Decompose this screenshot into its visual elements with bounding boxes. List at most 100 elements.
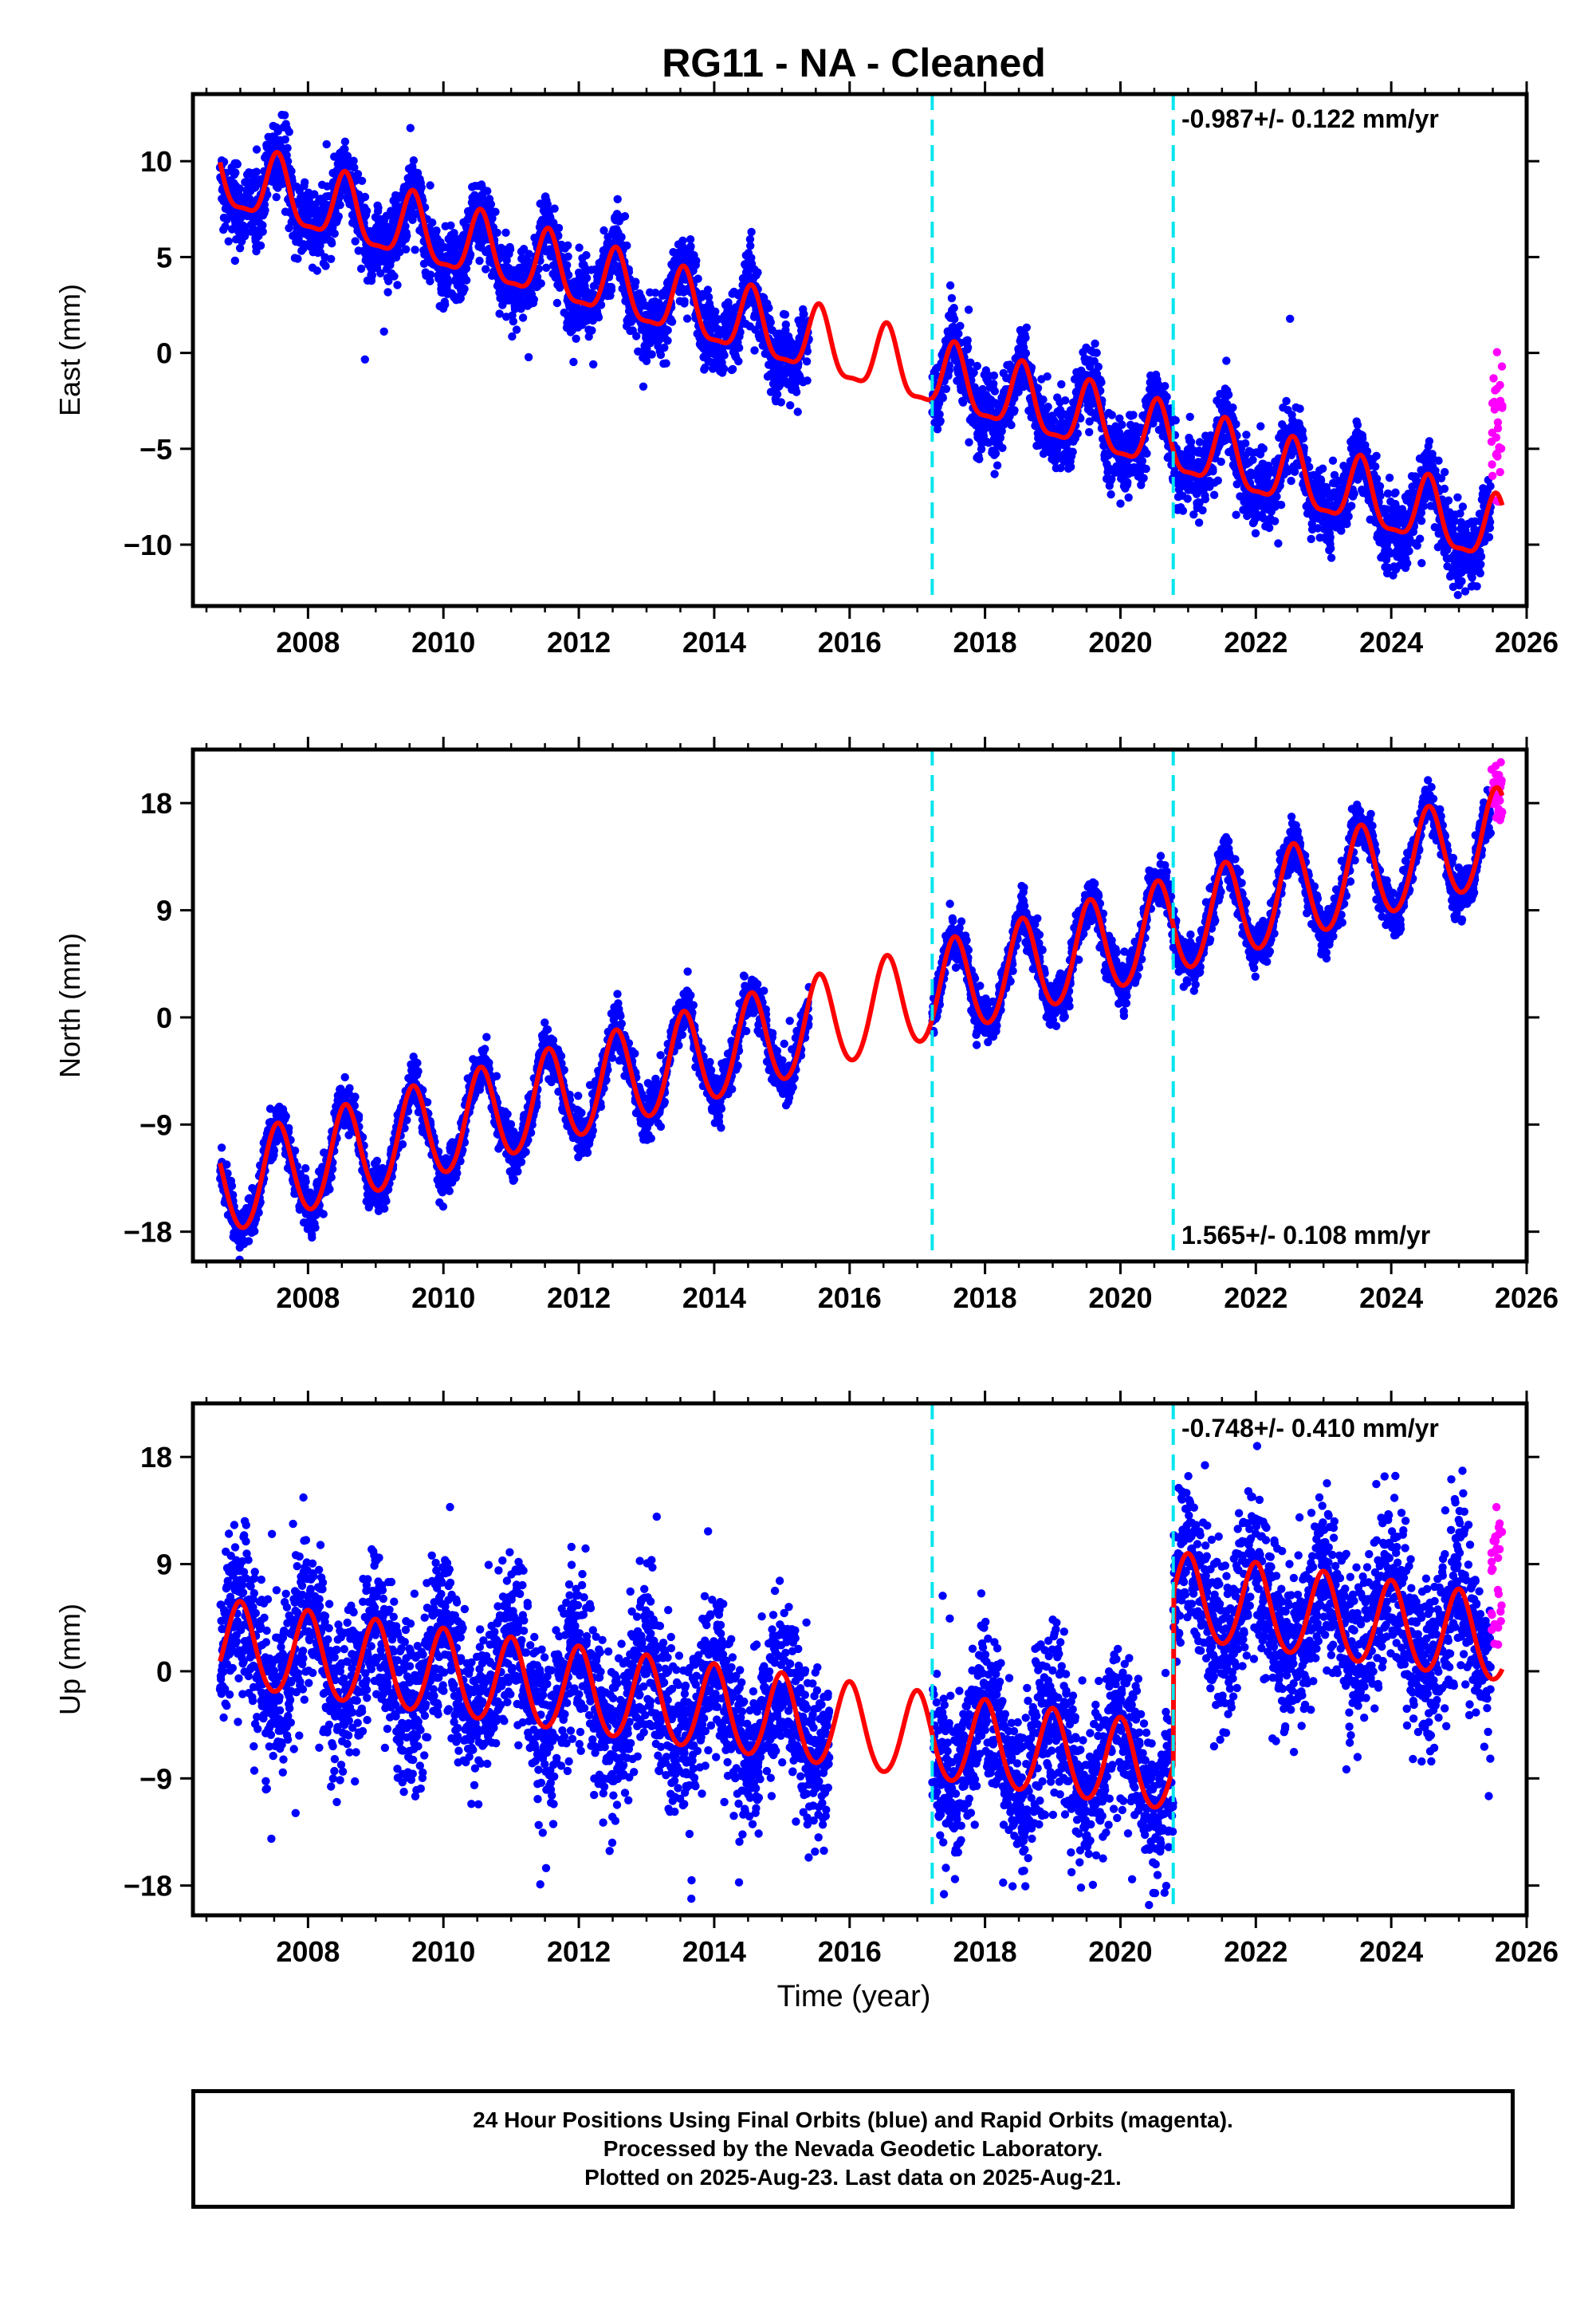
final-orbit-point	[426, 270, 435, 279]
final-orbit-point	[1330, 470, 1339, 479]
final-orbit-point	[803, 376, 812, 385]
final-orbit-point	[280, 111, 289, 120]
final-orbit-point	[1021, 348, 1031, 358]
final-orbit-point	[428, 218, 437, 227]
final-orbit-point	[1107, 411, 1117, 419]
final-orbit-point	[933, 425, 942, 434]
final-orbit-point	[1085, 417, 1094, 426]
final-orbit-point	[750, 346, 759, 355]
final-orbit-point	[336, 192, 345, 201]
final-orbit-point	[406, 124, 415, 132]
final-orbit-point	[1350, 489, 1358, 498]
final-orbit-point	[1195, 498, 1204, 508]
final-orbit-point	[1259, 444, 1268, 453]
final-orbit-point	[1057, 380, 1066, 389]
final-orbit-point	[1085, 427, 1094, 437]
east-panel: 2008 2010 2012 2014 2016 2018 2020 2022 2024 2026…	[53, 81, 1559, 659]
final-orbit-point	[299, 240, 308, 249]
final-orbit-point	[781, 320, 790, 329]
final-orbit-point	[403, 231, 411, 240]
final-orbit-point	[446, 221, 455, 230]
final-orbit-point	[316, 241, 324, 250]
final-orbit-point	[564, 252, 572, 261]
final-orbit-point	[368, 270, 377, 280]
final-orbit-point	[272, 193, 281, 202]
final-orbit-point	[353, 170, 363, 179]
final-orbit-point	[613, 195, 622, 203]
final-orbit-point	[667, 317, 677, 326]
final-orbit-point	[662, 359, 670, 368]
final-orbit-point	[483, 187, 492, 195]
final-orbit-point	[589, 360, 598, 369]
final-orbit-point	[1201, 494, 1210, 504]
final-orbit-point	[947, 293, 957, 303]
final-orbit-point	[663, 326, 672, 335]
final-orbit-point	[549, 218, 558, 227]
final-orbit-point	[256, 241, 265, 250]
final-orbit-point	[1271, 517, 1280, 525]
final-orbit-point	[491, 207, 500, 216]
final-orbit-point	[660, 343, 669, 352]
final-orbit-point	[720, 364, 729, 373]
final-orbit-point	[954, 329, 963, 338]
final-orbit-point	[642, 356, 651, 365]
final-orbit-point	[1124, 493, 1133, 502]
final-orbit-point	[258, 221, 267, 230]
final-orbit-point	[989, 380, 998, 388]
final-orbit-point	[945, 361, 954, 370]
final-orbit-point	[230, 256, 239, 266]
final-orbit-point	[1195, 438, 1205, 447]
final-orbit-point	[352, 176, 360, 185]
final-orbit-point	[1097, 378, 1106, 387]
final-orbit-point	[1344, 512, 1353, 521]
final-orbit-point	[411, 246, 419, 254]
final-orbit-point	[720, 351, 729, 360]
final-orbit-point	[1116, 499, 1125, 508]
final-orbit-point	[1372, 451, 1381, 460]
final-orbit-point	[456, 293, 465, 303]
final-orbit-point	[975, 455, 984, 463]
final-orbit-point	[632, 332, 641, 340]
final-orbit-point	[221, 222, 230, 231]
final-orbit-point	[993, 461, 1002, 470]
final-orbit-point	[1319, 464, 1327, 473]
final-orbit-point	[1068, 447, 1077, 456]
final-orbit-point	[462, 276, 471, 285]
final-orbit-point	[1217, 457, 1225, 466]
final-orbit-point	[572, 334, 580, 343]
final-orbit-point	[588, 326, 596, 335]
final-orbit-point	[432, 226, 441, 235]
final-orbit-point	[1371, 462, 1380, 471]
final-orbit-point	[1313, 524, 1323, 533]
final-orbit-point	[949, 304, 958, 313]
final-orbit-point	[1305, 462, 1314, 471]
final-orbit-point	[252, 167, 261, 176]
final-orbit-point	[765, 304, 773, 313]
final-orbit-point	[1115, 414, 1124, 423]
final-orbit-point	[390, 272, 399, 281]
final-orbit-point	[543, 199, 552, 209]
final-orbit-point	[401, 222, 410, 230]
final-orbit-point	[552, 298, 562, 308]
final-orbit-point	[327, 254, 336, 263]
final-orbit-point	[647, 350, 656, 359]
final-orbit-point	[1142, 449, 1151, 458]
final-orbit-point	[486, 200, 496, 209]
final-orbit-point	[495, 309, 504, 318]
final-orbit-point	[780, 310, 790, 319]
final-orbit-point	[728, 364, 737, 374]
final-orbit-point	[1049, 416, 1059, 425]
final-orbit-point	[1021, 333, 1030, 342]
final-orbit-point	[1222, 356, 1231, 365]
final-orbit-point	[276, 142, 285, 151]
final-orbit-point	[417, 183, 426, 192]
final-orbit-point	[1189, 510, 1198, 519]
final-orbit-point	[958, 398, 968, 407]
final-orbit-point	[997, 427, 1006, 435]
final-orbit-point	[250, 183, 260, 192]
final-orbit-point	[1033, 384, 1043, 392]
final-orbit-point	[998, 443, 1007, 452]
final-orbit-point	[252, 145, 261, 154]
final-orbit-point	[360, 192, 370, 202]
